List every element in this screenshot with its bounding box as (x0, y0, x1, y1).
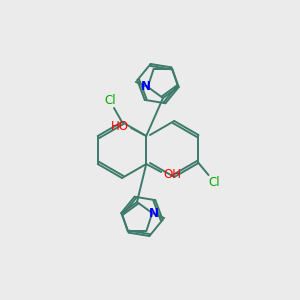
Text: OH: OH (163, 167, 181, 181)
Text: N: N (141, 80, 151, 93)
Text: Cl: Cl (104, 94, 116, 106)
Text: N: N (149, 207, 159, 220)
Text: Cl: Cl (209, 176, 220, 190)
Text: HO: HO (111, 119, 129, 133)
